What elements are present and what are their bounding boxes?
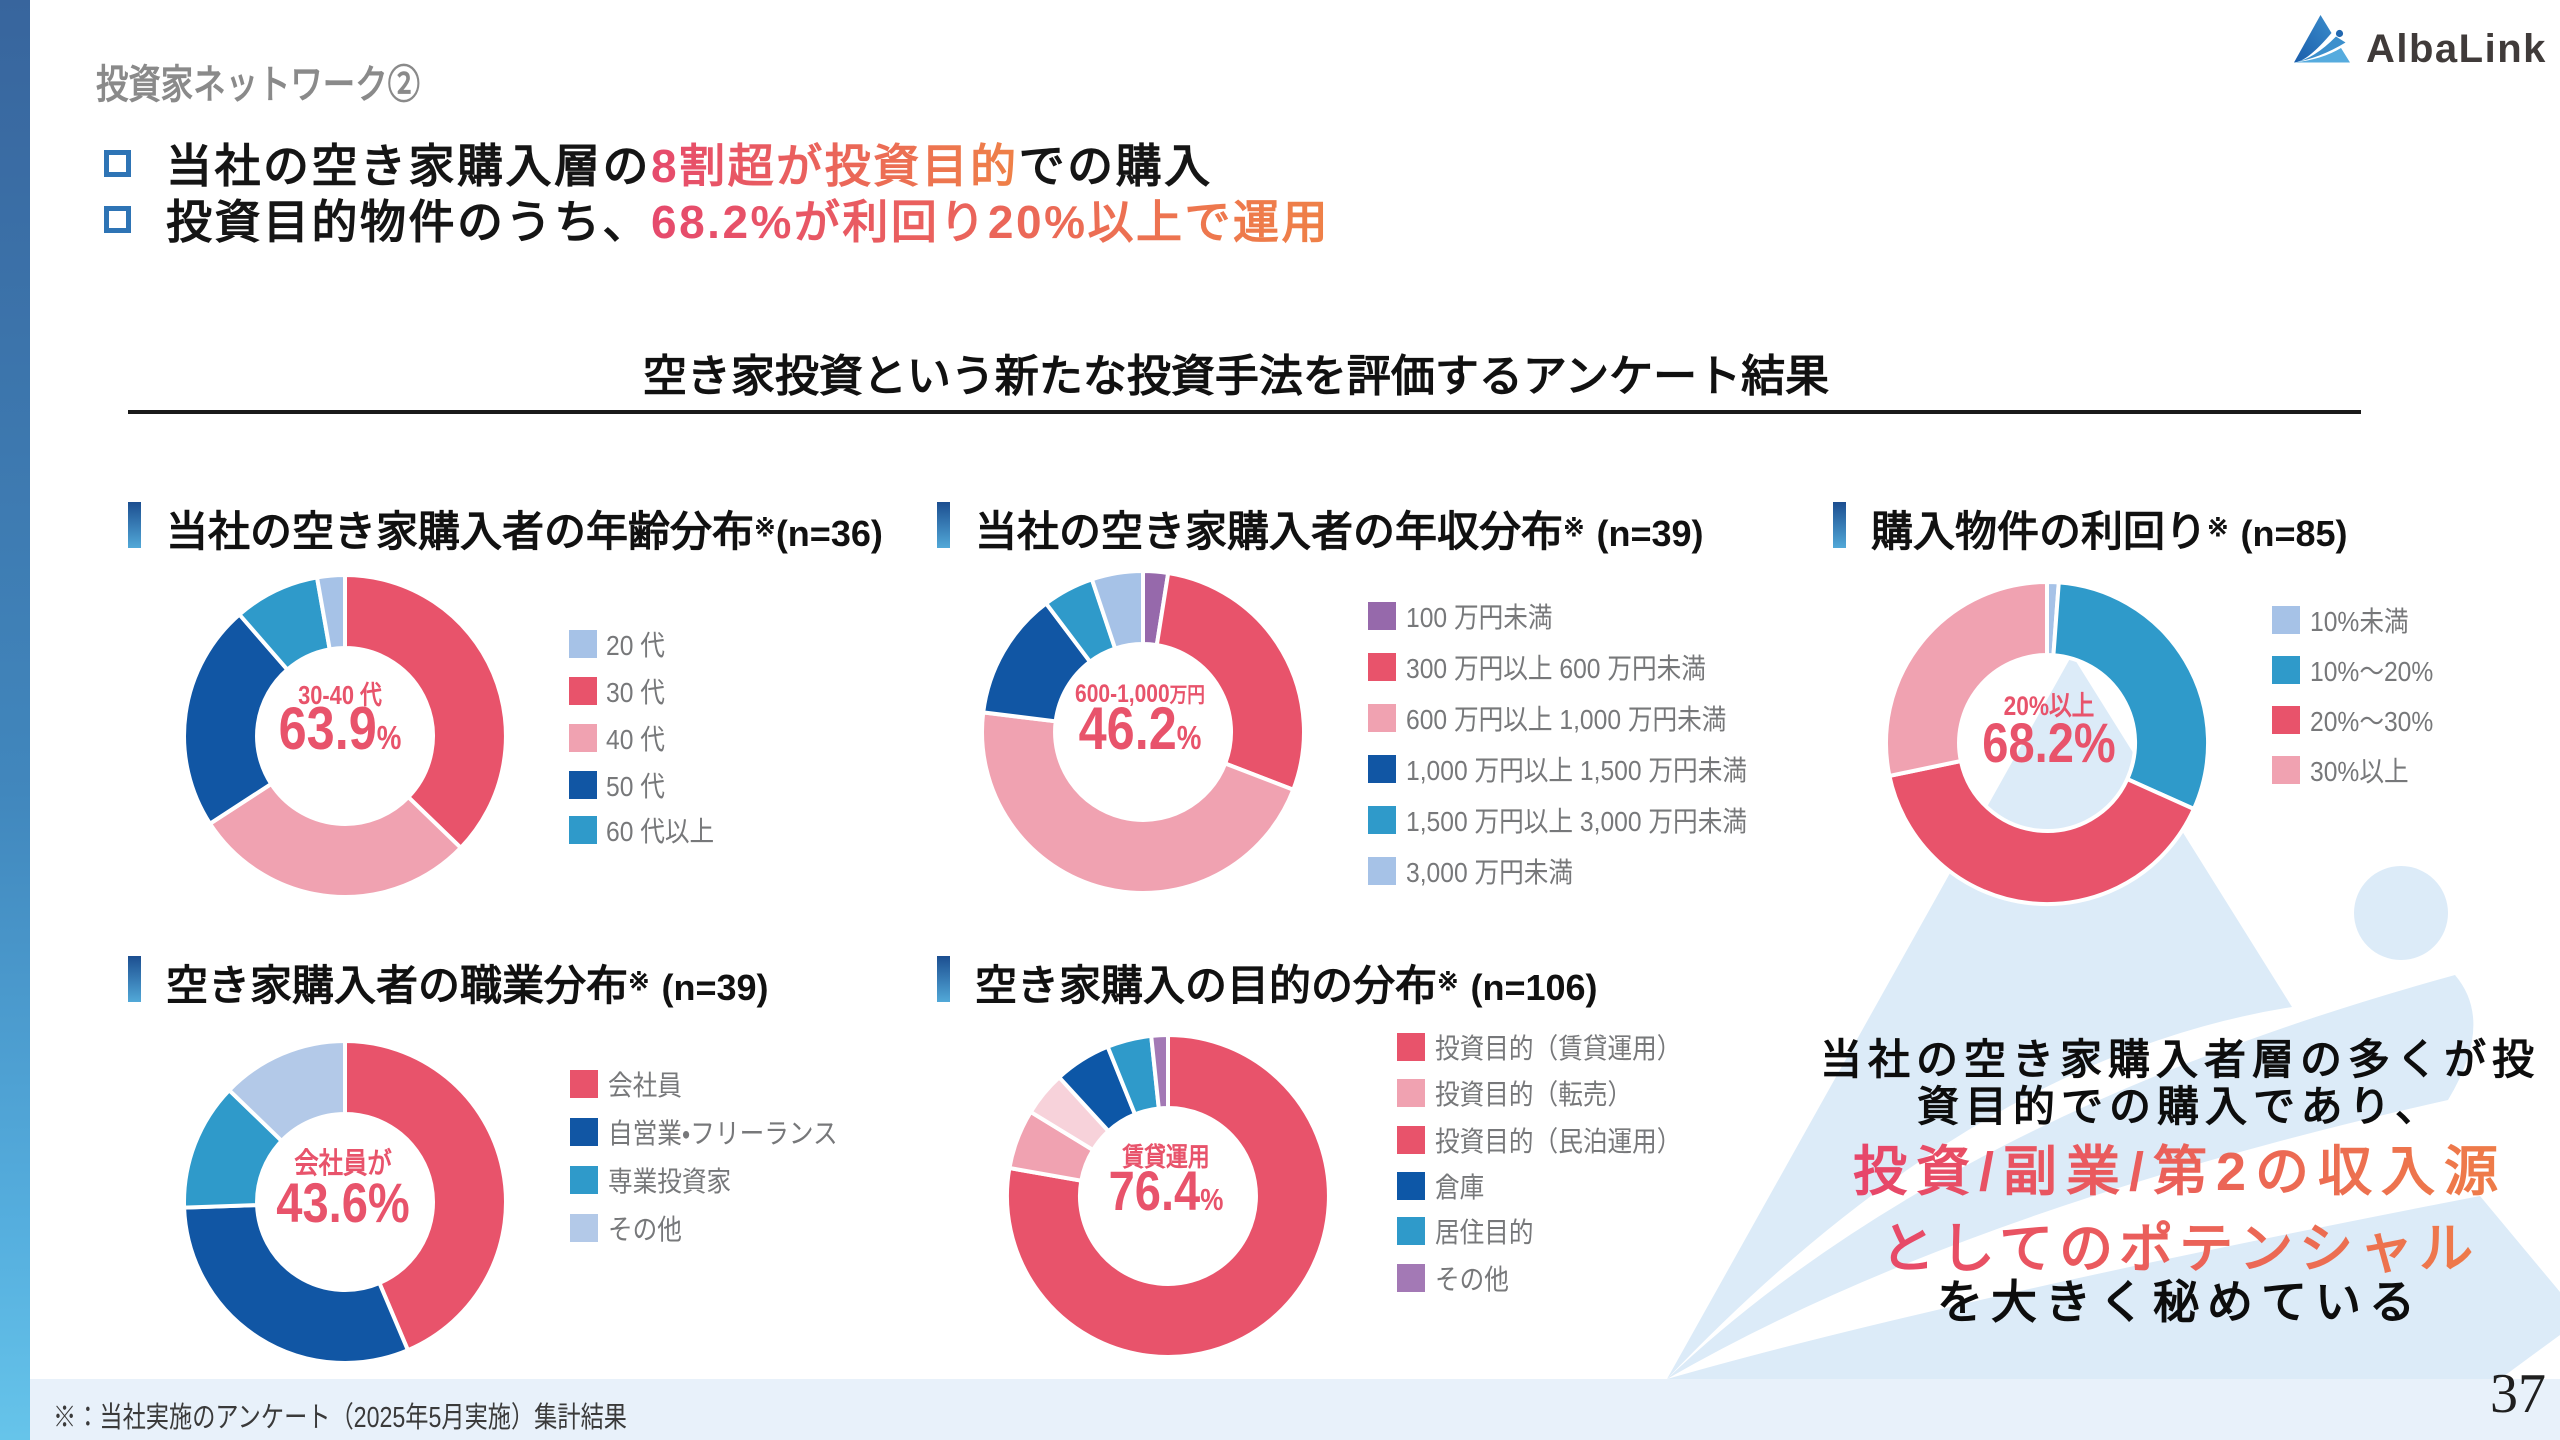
svg-text:AlbaLink: AlbaLink — [2366, 27, 2547, 71]
